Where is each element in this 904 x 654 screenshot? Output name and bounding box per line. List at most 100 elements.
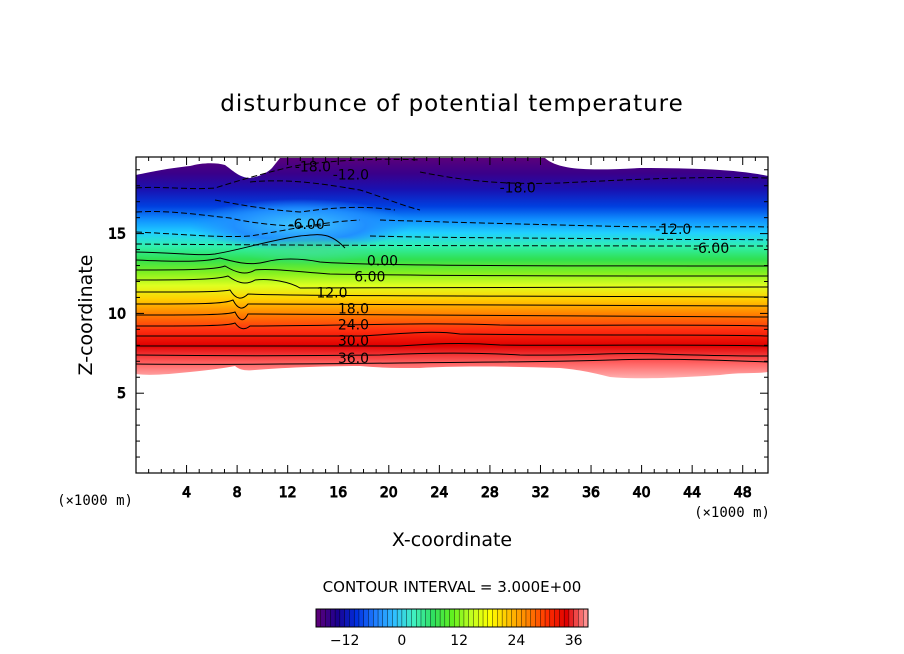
- colorbar-cell: [392, 608, 398, 628]
- contour-line: [136, 257, 768, 267]
- contour-label: 36.0: [338, 351, 369, 367]
- colorbar-cell: [506, 608, 513, 628]
- contour-line: [369, 235, 768, 241]
- contour-label: 0.00: [367, 254, 398, 270]
- contour-line: [136, 322, 768, 330]
- contour-label: -6.00: [693, 241, 729, 257]
- contour-line: [136, 358, 768, 365]
- colorbar-cell: [339, 608, 346, 628]
- y-axis-label: Z-coordinate: [75, 255, 97, 376]
- colorbar-cell: [368, 608, 374, 628]
- colorbar-cell: [563, 608, 570, 628]
- colorbar-cell: [478, 608, 484, 628]
- colorbar-cell: [387, 608, 393, 628]
- contour-line: [136, 275, 768, 289]
- contour-line: [136, 299, 768, 309]
- colorbar-cell: [458, 608, 465, 628]
- colorbar-cell: [430, 608, 436, 628]
- colorbar-cell: [416, 608, 422, 628]
- colorbar-cell: [344, 608, 350, 628]
- colorbar: −12 0 12 24 36: [315, 608, 589, 649]
- x-tick-label: 24: [430, 485, 448, 501]
- colorbar-cell: [492, 608, 498, 628]
- colorbar-cell: [382, 608, 389, 628]
- colorbar-cell: [573, 608, 579, 628]
- x-tick-label: 20: [380, 485, 398, 501]
- contour-interval-text: CONTOUR INTERVAL = 3.000E+00: [323, 578, 582, 596]
- colorbar-cell: [401, 608, 408, 628]
- y-tick-label: 15: [108, 227, 126, 243]
- colorbar-cell: [439, 608, 446, 628]
- y-tick-label: 10: [108, 306, 126, 322]
- x-tick-label: 48: [734, 485, 752, 501]
- chart-title: disturbunce of potential temperature: [220, 91, 684, 117]
- colorbar-tick-label: 12: [450, 633, 468, 649]
- x-tick-label: 40: [633, 485, 651, 501]
- colorbar-cell: [501, 608, 508, 628]
- contour-label: -18.0: [295, 160, 331, 176]
- colorbar-cell: [373, 608, 379, 628]
- contour-line: [136, 352, 768, 357]
- green-patch: [240, 235, 380, 265]
- x-tick-label: 28: [481, 485, 499, 501]
- contour-label: 24.0: [338, 318, 369, 334]
- contour-label: 18.0: [338, 302, 369, 318]
- cold-patch: [190, 199, 410, 251]
- colorbar-cell: [535, 608, 541, 628]
- colorbar-cell: [406, 608, 412, 628]
- colorbar-cell: [420, 608, 427, 628]
- colorbar-cell: [396, 608, 403, 628]
- contour-line: [136, 243, 768, 247]
- colorbar-cell: [511, 608, 517, 628]
- contour-label: -12.0: [333, 168, 369, 184]
- colorbar-cell: [315, 608, 322, 628]
- colorbar-cell: [473, 608, 479, 628]
- colorbar-tick-label: 0: [397, 633, 406, 649]
- colorbar-cell: [334, 608, 341, 628]
- colorbar-cell: [411, 608, 417, 628]
- colorbar-cell: [349, 608, 355, 628]
- colorbar-cell: [449, 608, 455, 628]
- x-tick-label: 44: [683, 485, 701, 501]
- colorbar-tick-label: 36: [565, 633, 583, 649]
- contour-label: -12.0: [655, 222, 691, 238]
- contour-label-layer: -18.0 -12.0-18.0-6.00 -12.0-6.000.006.0012…: [289, 160, 730, 368]
- colorbar-cell: [520, 608, 527, 628]
- contour-line: [214, 199, 396, 213]
- contour-line: [136, 219, 361, 238]
- x-tick-label: 8: [233, 485, 242, 501]
- colorbar-tick-label: 24: [508, 633, 526, 649]
- colorbar-cell: [525, 608, 532, 628]
- x-axis-label: X-coordinate: [392, 529, 512, 551]
- contour-label: 6.00: [354, 270, 385, 286]
- colorbar-cell: [353, 608, 360, 628]
- colorbar-cell: [544, 608, 551, 628]
- colorbar-cell: [320, 608, 327, 628]
- colorbar-cell: [377, 608, 384, 628]
- colorbar-cell: [454, 608, 460, 628]
- colorbar-cell: [578, 608, 584, 628]
- contour-line: [136, 331, 768, 337]
- x-tick-label: 12: [279, 485, 297, 501]
- colorbar-cell: [425, 608, 432, 628]
- colorbar-cell: [554, 608, 560, 628]
- colorbar-cell: [363, 608, 369, 628]
- colorbar-cell: [330, 608, 336, 628]
- colorbar-cell: [487, 608, 494, 628]
- colorbar-cell: [559, 608, 565, 628]
- colorbar-cell: [468, 608, 474, 628]
- contour-line: [379, 219, 768, 228]
- colorbar-frame: [315, 608, 589, 628]
- contour-line: [136, 265, 768, 277]
- colorbar-cell: [482, 608, 489, 628]
- contour-line: [136, 234, 346, 256]
- contour-label: 30.0: [338, 334, 369, 350]
- x-tick-label: 32: [532, 485, 550, 501]
- y-tick-label: 5: [117, 386, 126, 402]
- y-unit-label: (×1000 m): [57, 493, 133, 509]
- x-tick-label: 36: [582, 485, 600, 501]
- x-tick-label: 4: [182, 485, 191, 501]
- x-tick-label: 16: [329, 485, 347, 501]
